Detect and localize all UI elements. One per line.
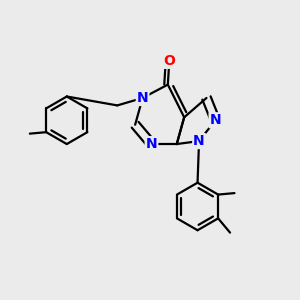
Text: N: N bbox=[146, 137, 157, 151]
Text: N: N bbox=[137, 91, 148, 105]
Text: O: O bbox=[164, 54, 175, 68]
Text: N: N bbox=[210, 113, 221, 127]
Text: N: N bbox=[193, 134, 205, 148]
